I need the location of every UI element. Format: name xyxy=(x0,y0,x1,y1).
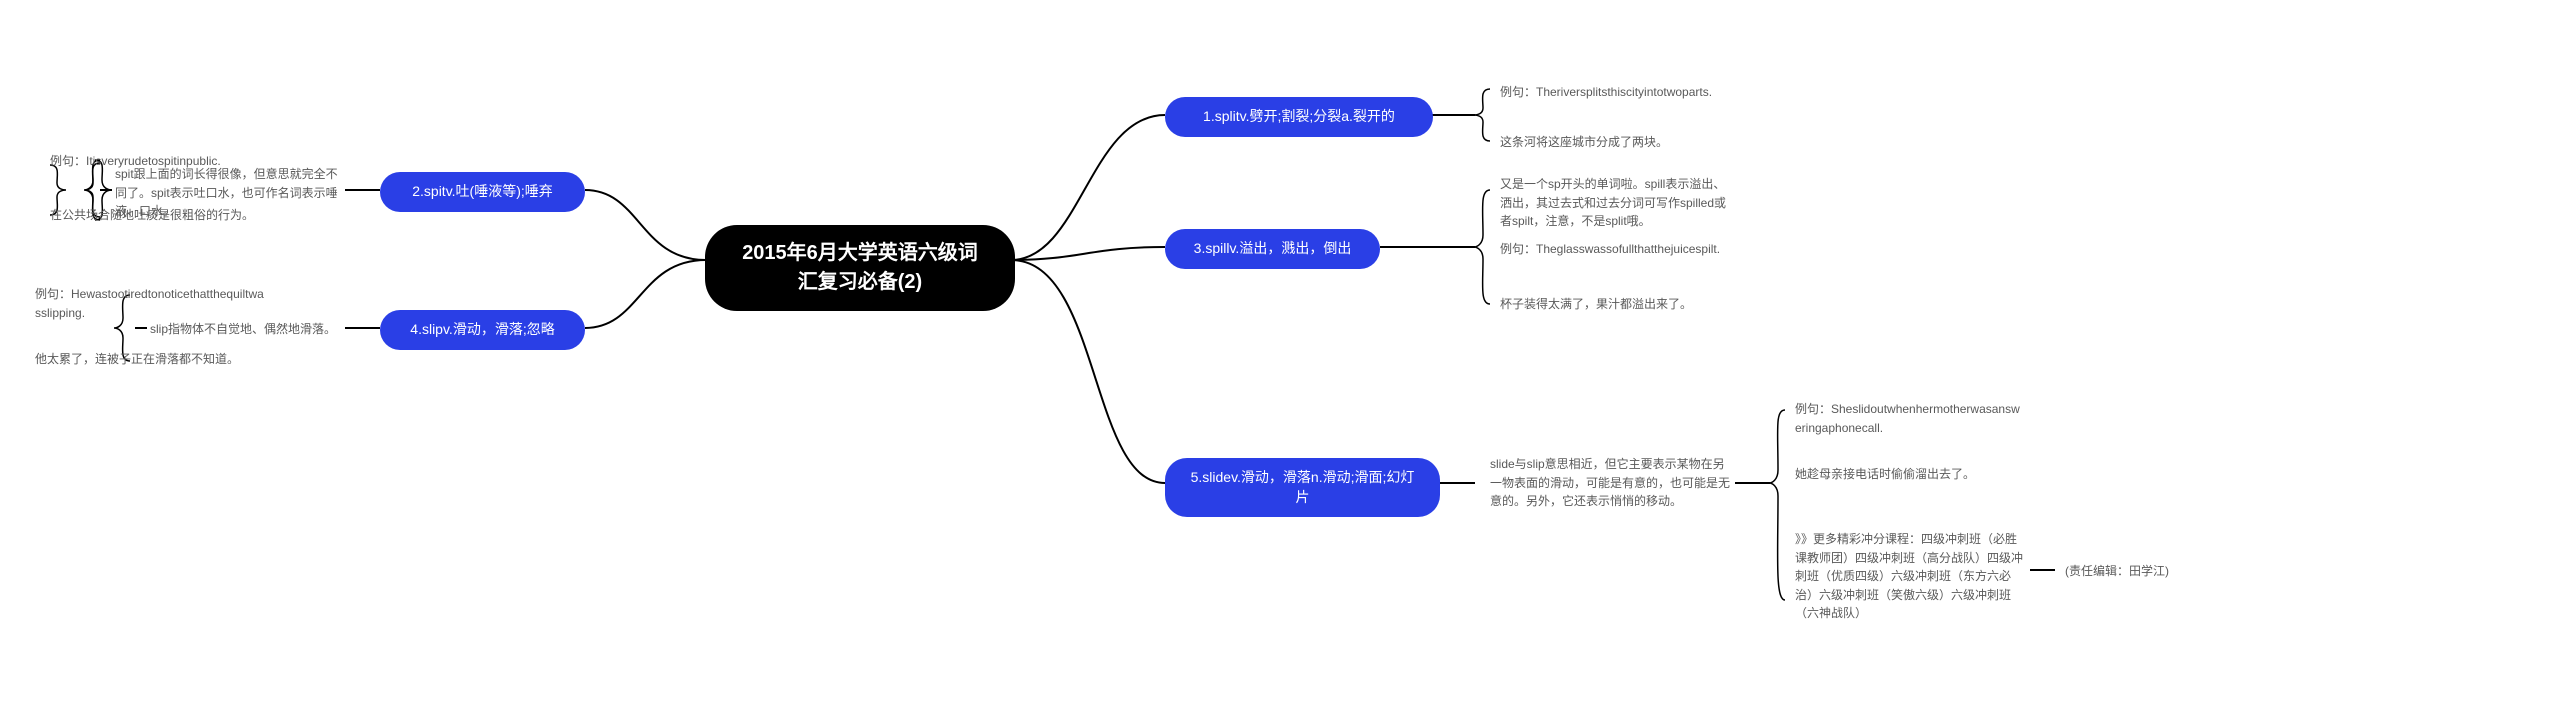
b4-outer-translation: 他太累了，连被子正在滑落都不知道。 xyxy=(35,350,265,369)
branch-3-label: 3.spillv.溢出，溅出，倒出 xyxy=(1194,239,1352,259)
leaf-b5-courses: 》》更多精彩冲分课程：四级冲刺班（必胜课教师团）四级冲刺班（高分战队）四级冲刺班… xyxy=(1795,530,2025,623)
leaf-b1-translation: 这条河将这座城市分成了两块。 xyxy=(1500,133,1730,152)
leaf-b5-mid: slide与slip意思相近，但它主要表示某物在另一物表面的滑动，可能是有意的，… xyxy=(1490,455,1730,511)
branch-4-label: 4.slipv.滑动，滑落;忽略 xyxy=(410,320,554,340)
branch-2-spit: 2.spitv.吐(唾液等);唾弃 xyxy=(380,172,585,212)
leaf-b3-note: 又是一个sp开头的单词啦。spill表示溢出、洒出，其过去式和过去分词可写作sp… xyxy=(1500,175,1730,231)
b2-outer-translation: 在公共场合随地吐痰是很粗俗的行为。 xyxy=(50,206,270,225)
b4-outer-example: 例句：Hewastootiredtonoticethatthequiltwass… xyxy=(35,285,265,322)
leaf-b5-example: 例句：Sheslidoutwhenhermotherwasansweringap… xyxy=(1795,400,2025,437)
branch-1-split: 1.splitv.劈开;割裂;分裂a.裂开的 xyxy=(1165,97,1433,137)
leaf-b3-translation: 杯子装得太满了，果汁都溢出来了。 xyxy=(1500,295,1730,314)
branch-2-label: 2.spitv.吐(唾液等);唾弃 xyxy=(412,182,553,202)
root-node: 2015年6月大学英语六级词汇复习必备(2) xyxy=(705,225,1015,311)
branch-4-slip: 4.slipv.滑动，滑落;忽略 xyxy=(380,310,585,350)
leaf-b4-mid: slip指物体不自觉地、偶然地滑落。 xyxy=(150,320,340,339)
branch-3-spill: 3.spillv.溢出，溅出，倒出 xyxy=(1165,229,1380,269)
leaf-b5-translation: 她趁母亲接电话时偷偷溜出去了。 xyxy=(1795,465,2025,484)
branch-5-slide: 5.slidev.滑动，滑落n.滑动;滑面;幻灯片 xyxy=(1165,458,1440,517)
root-title: 2015年6月大学英语六级词汇复习必备(2) xyxy=(735,239,985,297)
leaf-b3-example: 例句：Theglasswassofullthatthejuicespilt. xyxy=(1500,240,1730,259)
branch-1-label: 1.splitv.劈开;割裂;分裂a.裂开的 xyxy=(1203,107,1395,127)
leaf-b1-example: 例句：Theriversplitsthiscityintotwoparts. xyxy=(1500,83,1730,102)
b2-outer-example: 例句：Itisveryrudetospitinpublic. xyxy=(50,152,270,171)
branch-5-label: 5.slidev.滑动，滑落n.滑动;滑面;幻灯片 xyxy=(1185,468,1420,507)
leaf-b5-editor: (责任编辑：田学江) xyxy=(2065,562,2215,581)
